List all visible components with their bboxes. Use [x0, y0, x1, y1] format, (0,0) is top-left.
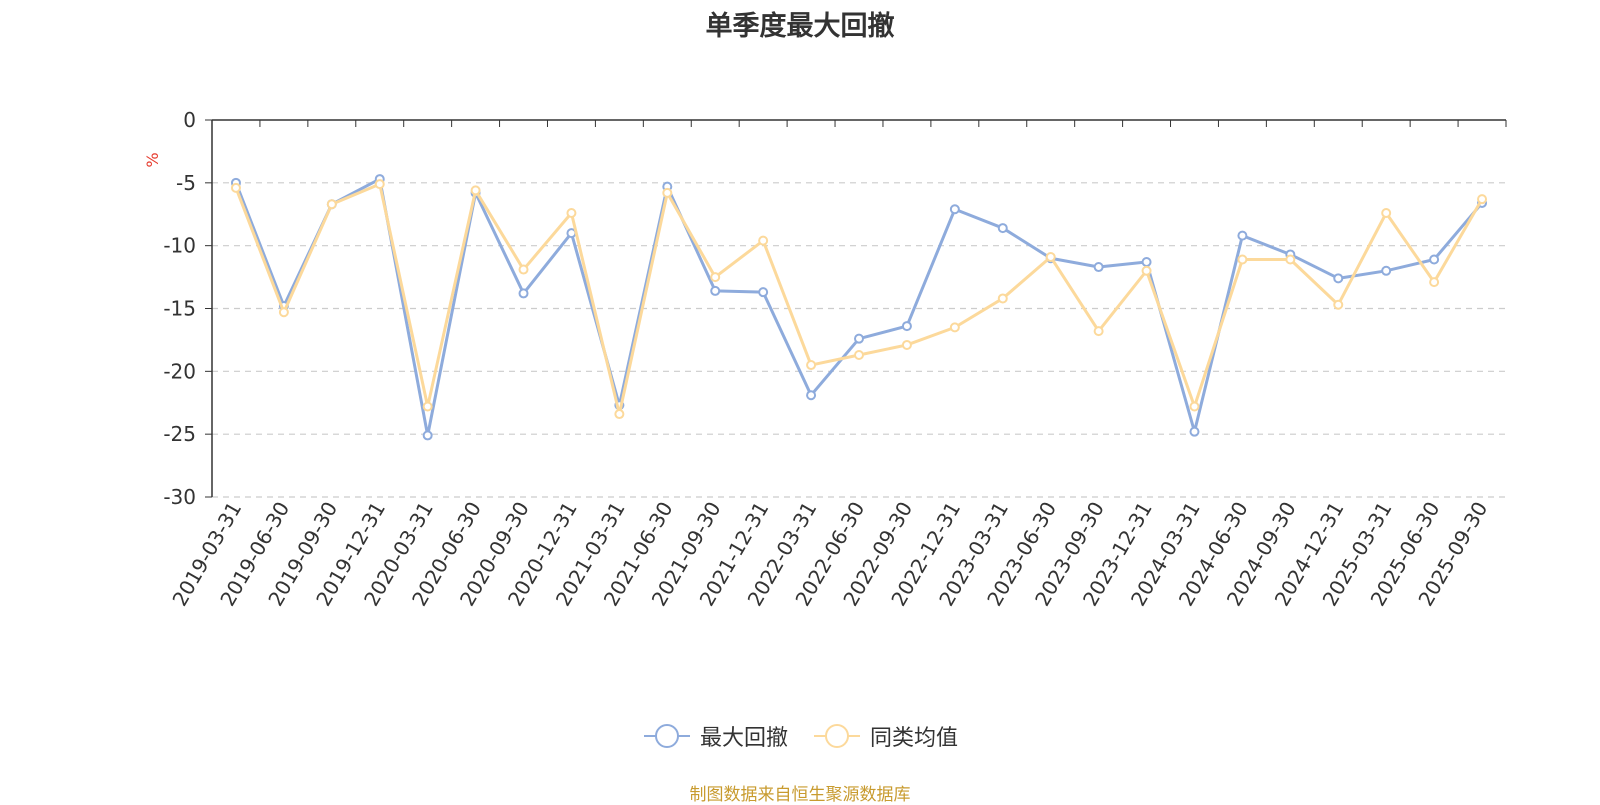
data-point — [854, 349, 864, 360]
data-point — [566, 207, 577, 218]
legend-label: 最大回撤 — [699, 726, 788, 751]
data-point — [1429, 254, 1440, 265]
y-tick-label: -25 — [163, 422, 196, 446]
data-point — [997, 293, 1008, 304]
legend-marker-icon — [643, 724, 690, 748]
data-point — [1237, 254, 1248, 265]
data-point — [758, 287, 769, 298]
data-point — [1093, 262, 1104, 273]
data-point — [1381, 265, 1392, 276]
x-tick-labels: 2019-03-312019-06-302019-09-302019-12-31… — [167, 497, 1492, 610]
y-tick-labels: 0 -5 -10 -15 -20 -25 -30 — [163, 108, 196, 509]
data-point — [1381, 207, 1392, 218]
legend-item-peer-average[interactable]: 同类均值 — [812, 720, 958, 752]
data-point — [1477, 194, 1488, 205]
data-point — [901, 321, 912, 332]
chart-title: 单季度最大回撤 — [705, 11, 895, 42]
data-point — [806, 360, 817, 371]
data-point — [1045, 251, 1056, 262]
data-point — [1237, 230, 1248, 241]
y-tick-label: -20 — [163, 359, 196, 383]
data-point — [518, 264, 529, 275]
data-point — [1429, 277, 1440, 288]
data-point — [1189, 401, 1200, 412]
data-point — [949, 204, 960, 215]
data-point — [1189, 426, 1200, 437]
data-source-note: 制图数据来自恒生聚源数据库 — [689, 785, 911, 805]
line-chart: 0 -5 -10 -15 -20 -25 -30 2019-03-312019-06-302… — [143, 108, 1507, 610]
legend-marker-icon — [814, 724, 860, 748]
legend: 最大回撤 同类均值 — [0, 720, 1600, 752]
axes — [205, 119, 1507, 498]
data-point — [1285, 254, 1296, 265]
data-point — [278, 307, 289, 318]
y-tick-label: -15 — [163, 297, 196, 321]
data-point — [1093, 326, 1104, 337]
legend-item-max-drawdown[interactable]: 最大回撤 — [642, 720, 788, 752]
y-tick-label: 0 — [183, 108, 196, 132]
data-point — [1333, 273, 1344, 284]
data-point — [710, 285, 721, 296]
data-point — [422, 430, 433, 441]
series-line-2 — [234, 182, 1484, 416]
data-point — [710, 272, 721, 283]
y-tick-label: -30 — [163, 485, 196, 509]
data-point — [614, 409, 625, 420]
y-axis-label: % — [143, 152, 162, 167]
data-point — [806, 390, 817, 401]
data-point — [949, 322, 960, 333]
data-point — [470, 185, 481, 196]
data-point — [662, 187, 673, 198]
data-point — [422, 401, 433, 412]
data-point — [758, 235, 769, 246]
series-line-1 — [234, 177, 1484, 437]
legend-label: 同类均值 — [870, 726, 959, 751]
data-point — [1141, 257, 1152, 268]
y-tick-label: -10 — [163, 234, 196, 258]
data-point — [997, 223, 1008, 234]
data-point — [1333, 299, 1344, 310]
data-point — [854, 333, 864, 344]
data-point — [230, 182, 241, 193]
grid-lines — [212, 182, 1506, 498]
data-point — [1141, 265, 1152, 276]
data-point — [901, 339, 912, 350]
series-lines — [230, 174, 1488, 441]
data-point — [326, 199, 337, 210]
data-point — [518, 288, 529, 299]
y-tick-label: -5 — [176, 171, 196, 195]
data-point — [374, 179, 385, 190]
